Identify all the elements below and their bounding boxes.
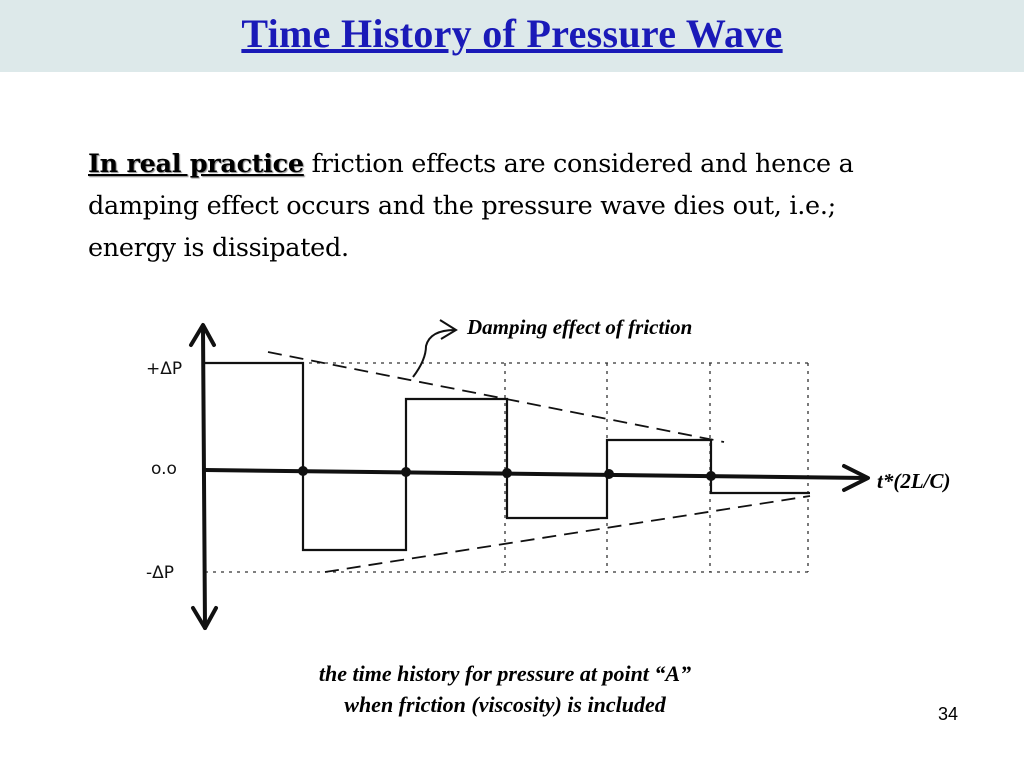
label-zero: o.o [151,459,177,479]
figure-caption: the time history for pressure at point “… [0,658,1010,720]
paragraph-emphasis: In real practice [88,149,304,179]
time-axis [203,464,870,492]
label-plus-delta-p: +ΔP [146,359,182,379]
title-bar [0,0,1024,72]
page-number: 34 [938,704,959,724]
slide-title: Time History of Pressure Wave [241,11,783,56]
damping-annotation: Damping effect of friction [466,315,692,339]
paragraph-text: friction effects are considered and henc… [88,149,854,263]
time-axis-label: t*(2L/C) [877,469,951,493]
pressure-axis [189,323,218,630]
body-paragraph: In real practice friction effects are co… [88,143,878,269]
damping-envelope [267,351,811,573]
caption-line-1: the time history for pressure at point “… [318,661,692,686]
label-minus-delta-p: -ΔP [146,563,174,583]
caption-line-2: when friction (viscosity) is included [344,692,666,717]
annotation-arrow [412,329,456,378]
pressure-waveform [205,361,810,552]
annotation-arrowhead [439,319,458,340]
